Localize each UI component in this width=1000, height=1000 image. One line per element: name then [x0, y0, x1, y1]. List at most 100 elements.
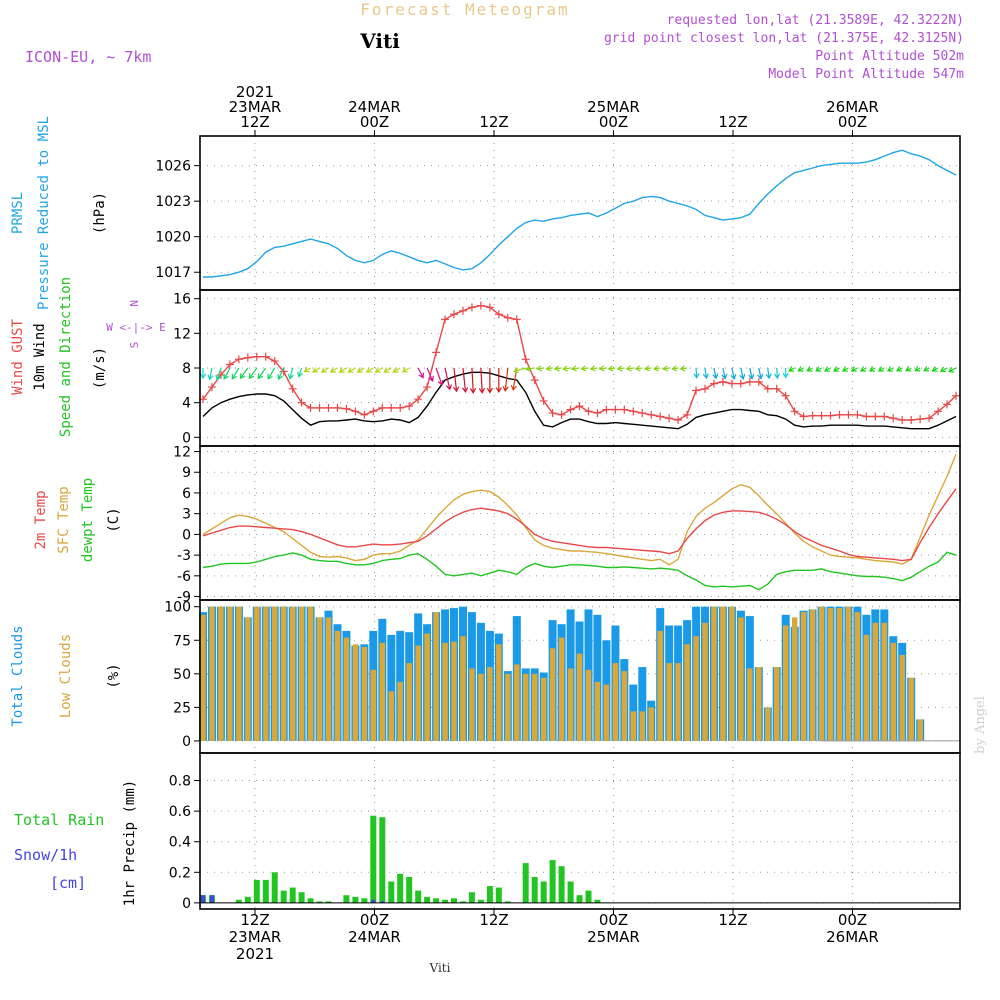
- low-clouds-bar: [523, 673, 529, 741]
- low-clouds-bar: [917, 719, 923, 741]
- low-clouds-bar: [209, 606, 215, 741]
- low-clouds-bar: [487, 667, 493, 741]
- snow-bar: [380, 901, 385, 903]
- y-tick-label: 0: [182, 430, 191, 446]
- gust-marker: [396, 403, 405, 412]
- wind-arrow-shaft: [758, 367, 762, 379]
- gust-marker: [620, 405, 629, 414]
- gust-marker: [315, 403, 324, 412]
- wind-arrow: [859, 366, 867, 372]
- bottom-time-label: 00Z: [838, 911, 867, 929]
- wind-arrow-head: [721, 373, 728, 380]
- wind-arrow-head: [437, 379, 444, 386]
- wind-arrow-head: [199, 373, 207, 380]
- rain-bar: [531, 876, 538, 903]
- wind-arrow-head: [392, 367, 399, 373]
- wind-arrow-shaft: [223, 367, 231, 380]
- wind-arrow-head: [562, 365, 569, 372]
- rain-bar: [567, 881, 574, 903]
- wind-arrow: [401, 367, 410, 373]
- compass-north: N: [128, 300, 141, 307]
- wind-arrow-shaft: [513, 367, 526, 372]
- wind-arrow-head: [877, 366, 884, 372]
- low-clouds-bar: [442, 642, 448, 741]
- gust-marker: [584, 407, 593, 416]
- compass-east-west: W <-|-> E: [106, 321, 166, 334]
- gust-marker: [674, 416, 683, 424]
- wind-arrow-head: [774, 373, 781, 380]
- rain-bar: [289, 887, 296, 903]
- gust-marker: [656, 412, 665, 421]
- low-clouds-bar: [227, 606, 233, 741]
- low-clouds-bar: [863, 634, 870, 741]
- wind-arrow-head: [312, 367, 318, 373]
- bottom-time-label: 25MAR: [587, 928, 640, 946]
- y-axis-label: SFC Temp: [56, 486, 72, 553]
- wind-arrow-shaft: [330, 367, 338, 373]
- y-tick-label: 1026: [155, 159, 191, 175]
- gust-marker: [808, 411, 817, 420]
- wind-arrow-shaft: [209, 367, 213, 380]
- gust-marker: [647, 410, 656, 419]
- wind-arrow: [329, 367, 338, 373]
- wind-arrow-shaft: [348, 367, 356, 373]
- wind-arrow-head: [616, 365, 623, 372]
- wind-arrow: [277, 367, 285, 381]
- gust-marker: [683, 410, 692, 419]
- wind-arrow-shaft: [257, 367, 267, 379]
- low-clouds-bar: [639, 711, 645, 741]
- panels: 1017 1020 1023 1026 PRMSL Pressure Reduced to…: [10, 116, 961, 912]
- low-clouds-bar: [648, 707, 654, 741]
- model-altitude: Model Point Altitude 547m: [768, 67, 964, 82]
- y-tick-label: 8: [182, 361, 191, 377]
- snow-bar: [201, 895, 205, 903]
- wind-arrow: [248, 367, 258, 380]
- wind-arrow-head: [895, 366, 903, 372]
- y-axis-label: (%): [106, 663, 122, 688]
- wind-arrow: [607, 365, 616, 372]
- wind-arrow: [580, 365, 589, 372]
- wind-arrow-head: [662, 365, 669, 372]
- rain-bar: [540, 881, 547, 903]
- low-clouds-bar: [585, 669, 592, 741]
- wind-arrow-head: [625, 365, 632, 372]
- wind-arrow: [895, 366, 903, 372]
- wind-arrow: [444, 367, 452, 391]
- wind-arrow: [634, 365, 643, 372]
- rain-bar: [558, 866, 565, 903]
- wind-arrow-head: [207, 374, 214, 381]
- wind-arrow-shaft: [383, 367, 392, 373]
- low-clouds-bar: [845, 606, 852, 741]
- gust-marker: [638, 409, 647, 418]
- y-axis-label: 2m Temp: [33, 490, 49, 549]
- wind-arrow: [223, 367, 231, 380]
- y-axis-label: (m/s): [92, 347, 108, 389]
- gust-marker: [763, 384, 772, 393]
- wind-arrow-head: [536, 365, 543, 372]
- low-clouds-bar: [460, 636, 466, 741]
- wind-arrow-head: [580, 365, 587, 372]
- low-clouds-bar: [890, 642, 896, 741]
- wind-arrow: [257, 367, 267, 380]
- low-clouds-bar: [433, 612, 439, 741]
- wind-arrow-shaft: [462, 367, 467, 392]
- wind-arrow-shaft: [417, 367, 424, 378]
- y-tick-label: 0: [182, 896, 191, 912]
- wind-arrow-head: [486, 387, 493, 394]
- rain-bar: [388, 881, 395, 903]
- wind-arrow-shaft: [277, 367, 285, 380]
- low-clouds-bar: [281, 606, 287, 741]
- wind-arrow-head: [320, 367, 327, 373]
- wind-arrow-head: [702, 373, 709, 380]
- y-axis-label: dewpt Temp: [80, 478, 96, 562]
- low-clouds-bar: [711, 606, 717, 741]
- wind-arrow-head: [765, 373, 772, 380]
- wind-arrow-head: [914, 366, 921, 372]
- gust-marker: [871, 412, 880, 421]
- gust-marker: [225, 360, 234, 369]
- wind-arrow-head: [287, 373, 294, 380]
- wind-arrow-head: [671, 365, 678, 372]
- low-clouds-bar: [406, 663, 412, 741]
- wind-arrow: [652, 365, 661, 372]
